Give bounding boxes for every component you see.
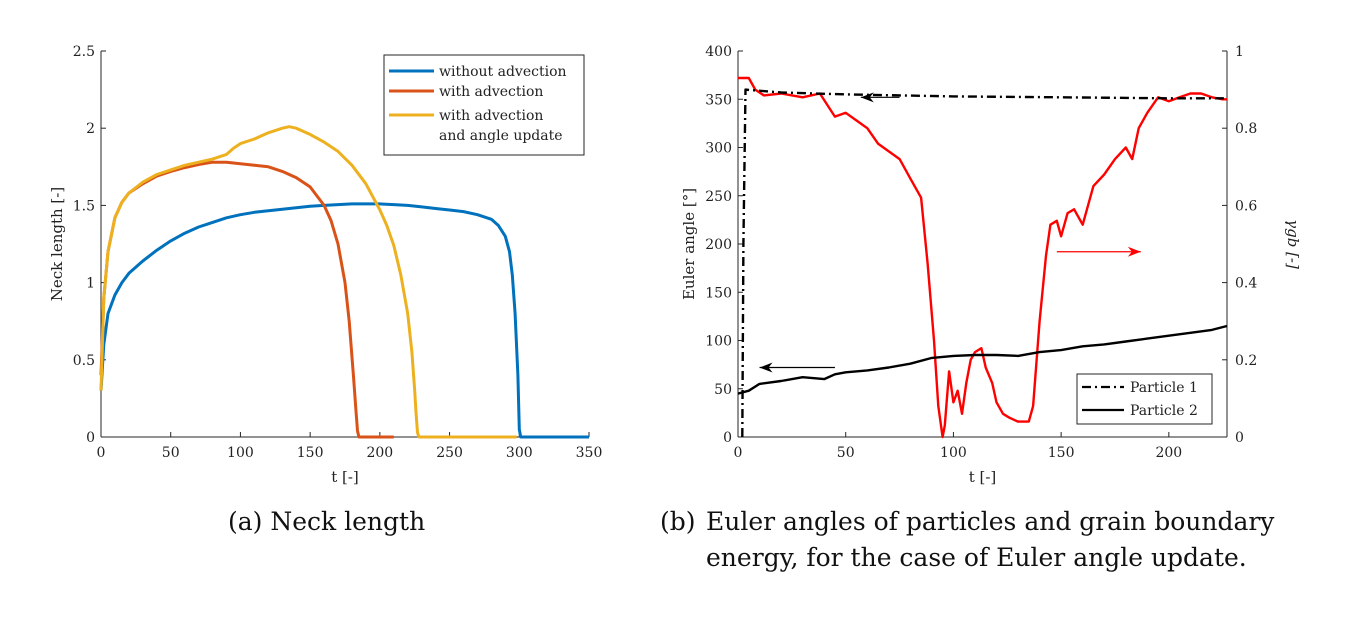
x-tick-label: 50	[837, 445, 855, 461]
y-tick-label-left: 150	[705, 285, 732, 301]
y-tick-label: 0.5	[73, 353, 95, 369]
series-line-without-advection	[99, 202, 589, 439]
legend-label: and angle update	[439, 128, 563, 144]
caption-b: (b) Euler angles of particles and grain b…	[660, 504, 1300, 576]
y-tick-label: 2.5	[73, 44, 95, 60]
legend-label: without advection	[439, 64, 567, 80]
y-tick-label-left: 100	[705, 334, 732, 350]
x-tick-label: 300	[506, 445, 533, 461]
y-tick-label-right: 0.4	[1235, 276, 1257, 292]
y-tick-label-left: 350	[705, 92, 732, 108]
x-tick-label: 100	[227, 445, 254, 461]
y-tick-label-left: 0	[723, 430, 732, 446]
y-tick-label-left: 400	[705, 44, 732, 60]
series-line-particle-2	[737, 324, 1228, 395]
y-tick-label-right: 0	[1235, 430, 1244, 446]
y-tick-label: 1.5	[73, 198, 95, 214]
y-tick-label-right: 0.6	[1235, 198, 1257, 214]
y-tick-label-left: 200	[705, 237, 732, 253]
x-tick-label: 250	[436, 445, 463, 461]
x-tick-label: 0	[734, 445, 743, 461]
y-tick-label-left: 250	[705, 189, 732, 205]
y-axis-label-right: γgb [-]	[1284, 219, 1302, 269]
y-tick-label-right: 0.8	[1235, 121, 1257, 137]
annotation-arrow-head	[860, 92, 874, 103]
x-tick-label: 150	[297, 445, 324, 461]
caption-a: (a) Neck length	[228, 507, 426, 536]
x-tick-label: 50	[162, 445, 180, 461]
y-tick-label-right: 1	[1235, 44, 1244, 60]
y-tick-label-left: 50	[714, 382, 732, 398]
y-axis-label-left: Euler angle [°]	[680, 188, 698, 300]
series-line-gamma-gb	[738, 76, 1227, 439]
x-tick-label: 200	[1155, 445, 1182, 461]
legend-label: Particle 2	[1130, 403, 1198, 419]
annotation-arrow-head	[759, 362, 773, 373]
x-axis-label: t [-]	[969, 468, 997, 486]
y-axis-label: Neck length [-]	[48, 187, 66, 301]
legend-label: Particle 1	[1130, 380, 1198, 396]
x-tick-label: 150	[1048, 445, 1075, 461]
y-tick-label: 1	[86, 276, 95, 292]
legend-label: with advection	[439, 108, 543, 124]
legend-box	[1076, 373, 1213, 425]
legend-label: with advection	[439, 84, 543, 100]
y-tick-label-left: 300	[705, 141, 732, 157]
y-tick-label-right: 0.2	[1235, 353, 1257, 369]
panel-b-euler-angle-chart: 0 50 100 150 200 0 50 100 150 200 250 300 350 400 0 0.2…	[680, 44, 1302, 486]
x-tick-label: 350	[576, 445, 603, 461]
annotation-arrow-head	[1127, 246, 1141, 257]
y-tick-label: 2	[86, 121, 95, 137]
caption-b-text: Euler angles of particles and grain boun…	[706, 507, 1275, 572]
y-tick-label: 0	[86, 430, 95, 446]
panel-a-neck-length-chart: 0 50 100 150 200 250 300 350 0 0.5 1 1.5 2 2.5 t [-] Ne…	[48, 44, 602, 486]
x-tick-label: 100	[940, 445, 967, 461]
caption-b-label: (b)	[660, 507, 696, 536]
x-tick-label: 200	[366, 445, 393, 461]
series-line-with-advection-and-angle-update	[99, 125, 517, 439]
x-axis-label: t [-]	[331, 468, 359, 486]
x-tick-label: 0	[97, 445, 106, 461]
